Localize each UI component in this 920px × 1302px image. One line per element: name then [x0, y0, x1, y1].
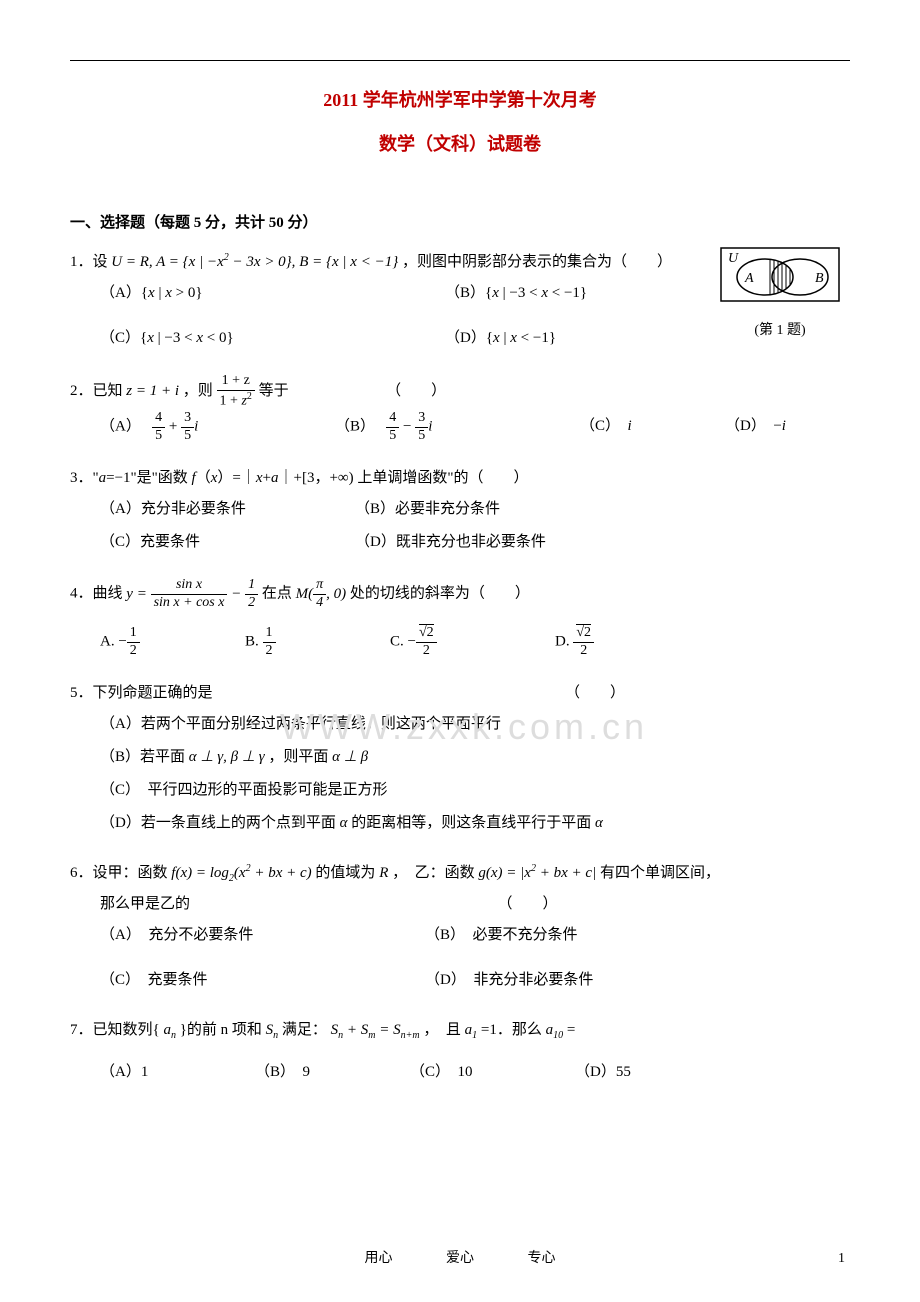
q1-math: U = R, A = {x | −x2 − 3x > 0}, B = {x | … — [111, 254, 398, 270]
q6-math1: f(x) = log2(x2 + bx + c) — [171, 865, 311, 881]
q7-a10: a10 — [546, 1022, 564, 1038]
q2-choice-d: （D） −i — [725, 410, 786, 445]
q5-choice-b: （B）若平面 α ⊥ γ, β ⊥ γ ，则平面 α ⊥ β — [100, 741, 850, 774]
venn-diagram: U — [720, 247, 840, 302]
q5-b-prefix: （B）若平面 — [100, 749, 189, 765]
q2-math1: z = 1 + i — [126, 383, 179, 399]
q7-mid4: =1．那么 — [481, 1022, 546, 1038]
q7-mid2: 满足： — [282, 1022, 327, 1038]
q3-choice-d: （D）既非充分也非必要条件 — [355, 526, 546, 559]
q7-choice-c: （C） 10 — [410, 1056, 540, 1089]
q4-suffix: 处的切线的斜率为（ ） — [350, 586, 530, 602]
q5-b-math2: α ⊥ β — [332, 749, 368, 765]
q4-curve: y = sin xsin x + cos x − 12 — [126, 586, 262, 602]
section-1-heading: 一、选择题（每题 5 分，共计 50 分） — [70, 211, 850, 232]
q6-choice-b: （B） 必要不充分条件 — [425, 919, 578, 952]
q1-stem-prefix: 1．设 — [70, 254, 111, 270]
q7-an: an — [163, 1022, 176, 1038]
q7-Sn: Sn — [266, 1022, 279, 1038]
q7-choice-a: （A）1 — [100, 1056, 220, 1089]
question-4: 4．曲线 y = sin xsin x + cos x − 12 在点 M(π4… — [70, 577, 850, 660]
q5-d-math2: α — [595, 815, 603, 831]
exam-subtitle: 数学（文科）试题卷 — [70, 130, 850, 156]
footer-2: 爱心 — [446, 1251, 474, 1266]
footer-3: 专心 — [528, 1251, 556, 1266]
q5-choice-a: （A）若两个平面分别经过两条平行直线，则这两个平面平行 — [100, 708, 850, 741]
q7-choice-b: （B） 9 — [255, 1056, 375, 1089]
q7-suffix: = — [567, 1022, 575, 1038]
q4-mid: 在点 — [262, 586, 296, 602]
q7-mid3: ， 且 — [423, 1022, 464, 1038]
svg-text:B: B — [815, 271, 824, 286]
q5-d-prefix: （D）若一条直线上的两个点到平面 — [100, 815, 340, 831]
q2-suffix: 等于 （ ） — [259, 383, 447, 399]
svg-text:A: A — [744, 271, 754, 286]
q2-mid: ，则 — [183, 383, 217, 399]
q3-stem: 3．"a=−1"是"函数 f（x）=｜x+a｜+[3，+∞) 上单调增函数"的（… — [70, 463, 850, 493]
q5-d-mid: 的距离相等，则这条直线平行于平面 — [351, 815, 595, 831]
question-5: 5．下列命题正确的是 （ ） （A）若两个平面分别经过两条平行直线，则这两个平面… — [70, 678, 850, 840]
q1-choice-b: （B）{x | −3 < x < −1} — [445, 277, 587, 310]
svg-text:U: U — [728, 251, 739, 266]
q5-d-math1: α — [340, 815, 348, 831]
q5-b-mid: ，则平面 — [268, 749, 332, 765]
q7-choice-d: （D）55 — [575, 1056, 631, 1089]
top-rule — [70, 60, 850, 61]
q1-stem-suffix: ，则图中阴影部分表示的集合为（ ） — [402, 254, 672, 270]
q6-choice-d: （D） 非充分非必要条件 — [425, 964, 593, 997]
venn-caption: (第 1 题) — [720, 317, 840, 345]
footer-1: 用心 — [365, 1251, 393, 1266]
q7-eq: Sn + Sm = Sn+m — [331, 1022, 420, 1038]
q6-line2: 那么甲是乙的 （ ） — [70, 889, 850, 919]
question-7: 7．已知数列{ an }的前 n 项和 Sn 满足： Sn + Sm = Sn+… — [70, 1015, 850, 1089]
q6-mid1: 的值域为 — [315, 865, 379, 881]
q2-prefix: 2．已知 — [70, 383, 126, 399]
exam-title: 2011 学年杭州学军中学第十次月考 — [70, 86, 850, 112]
q4-point: M(π4, 0) — [296, 586, 347, 602]
q4-choice-d: D. √22 — [555, 625, 594, 660]
q6-math2: g(x) = |x2 + bx + c| — [478, 865, 596, 881]
q6-prefix: 6．设甲：函数 — [70, 865, 171, 881]
q3-choice-a: （A）充分非必要条件 — [100, 493, 320, 526]
q6-choice-a: （A） 充分不必要条件 — [100, 919, 390, 952]
q3-choice-c: （C）充要条件 — [100, 526, 320, 559]
q6-mid2: ， 乙：函数 — [392, 865, 478, 881]
q4-choice-b: B. 12 — [245, 625, 355, 660]
question-3: 3．"a=−1"是"函数 f（x）=｜x+a｜+[3，+∞) 上单调增函数"的（… — [70, 463, 850, 559]
q5-b-math: α ⊥ γ, β ⊥ γ — [189, 749, 265, 765]
q7-a1: a1 — [465, 1022, 478, 1038]
footer: 用心 爱心 专心 — [0, 1247, 920, 1267]
q1-choice-a: （A）{x | x > 0} — [100, 277, 410, 310]
q2-choice-b: （B） 45 − 35i — [335, 410, 545, 445]
venn-diagram-wrap: U — [720, 247, 840, 345]
q7-prefix: 7．已知数列{ — [70, 1022, 163, 1038]
q6-suffix: 有四个单调区间， — [600, 865, 720, 881]
q1-choice-d: （D）{x | x < −1} — [445, 322, 556, 355]
question-6: 6．设甲：函数 f(x) = log2(x2 + bx + c) 的值域为 R … — [70, 858, 850, 997]
page-number: 1 — [838, 1251, 845, 1267]
q7-mid1: }的前 n 项和 — [180, 1022, 266, 1038]
q3-choice-b: （B）必要非充分条件 — [355, 493, 500, 526]
q6-R: R — [379, 865, 388, 881]
q5-choice-c: （C） 平行四边形的平面投影可能是正方形 — [100, 774, 850, 807]
question-1: 1．设 U = R, A = {x | −x2 − 3x > 0}, B = {… — [70, 247, 850, 355]
q4-choice-a: A. −12 — [100, 625, 210, 660]
q1-choice-c: （C）{x | −3 < x < 0} — [100, 322, 410, 355]
q6-choice-c: （C） 充要条件 — [100, 964, 390, 997]
q5-choice-d: （D）若一条直线上的两个点到平面 α 的距离相等，则这条直线平行于平面 α — [100, 807, 850, 840]
q4-choice-c: C. −√22 — [390, 625, 520, 660]
q2-choice-a: （A） 45 + 35i — [100, 410, 300, 445]
question-2: 2．已知 z = 1 + i ，则 1 + z 1 + z2 等于 （ ） （A… — [70, 373, 850, 445]
q2-frac: 1 + z 1 + z2 — [217, 373, 255, 410]
q5-stem: 5．下列命题正确的是 （ ） — [70, 678, 850, 708]
q2-choice-c: （C） i — [580, 410, 690, 445]
q4-prefix: 4．曲线 — [70, 586, 126, 602]
